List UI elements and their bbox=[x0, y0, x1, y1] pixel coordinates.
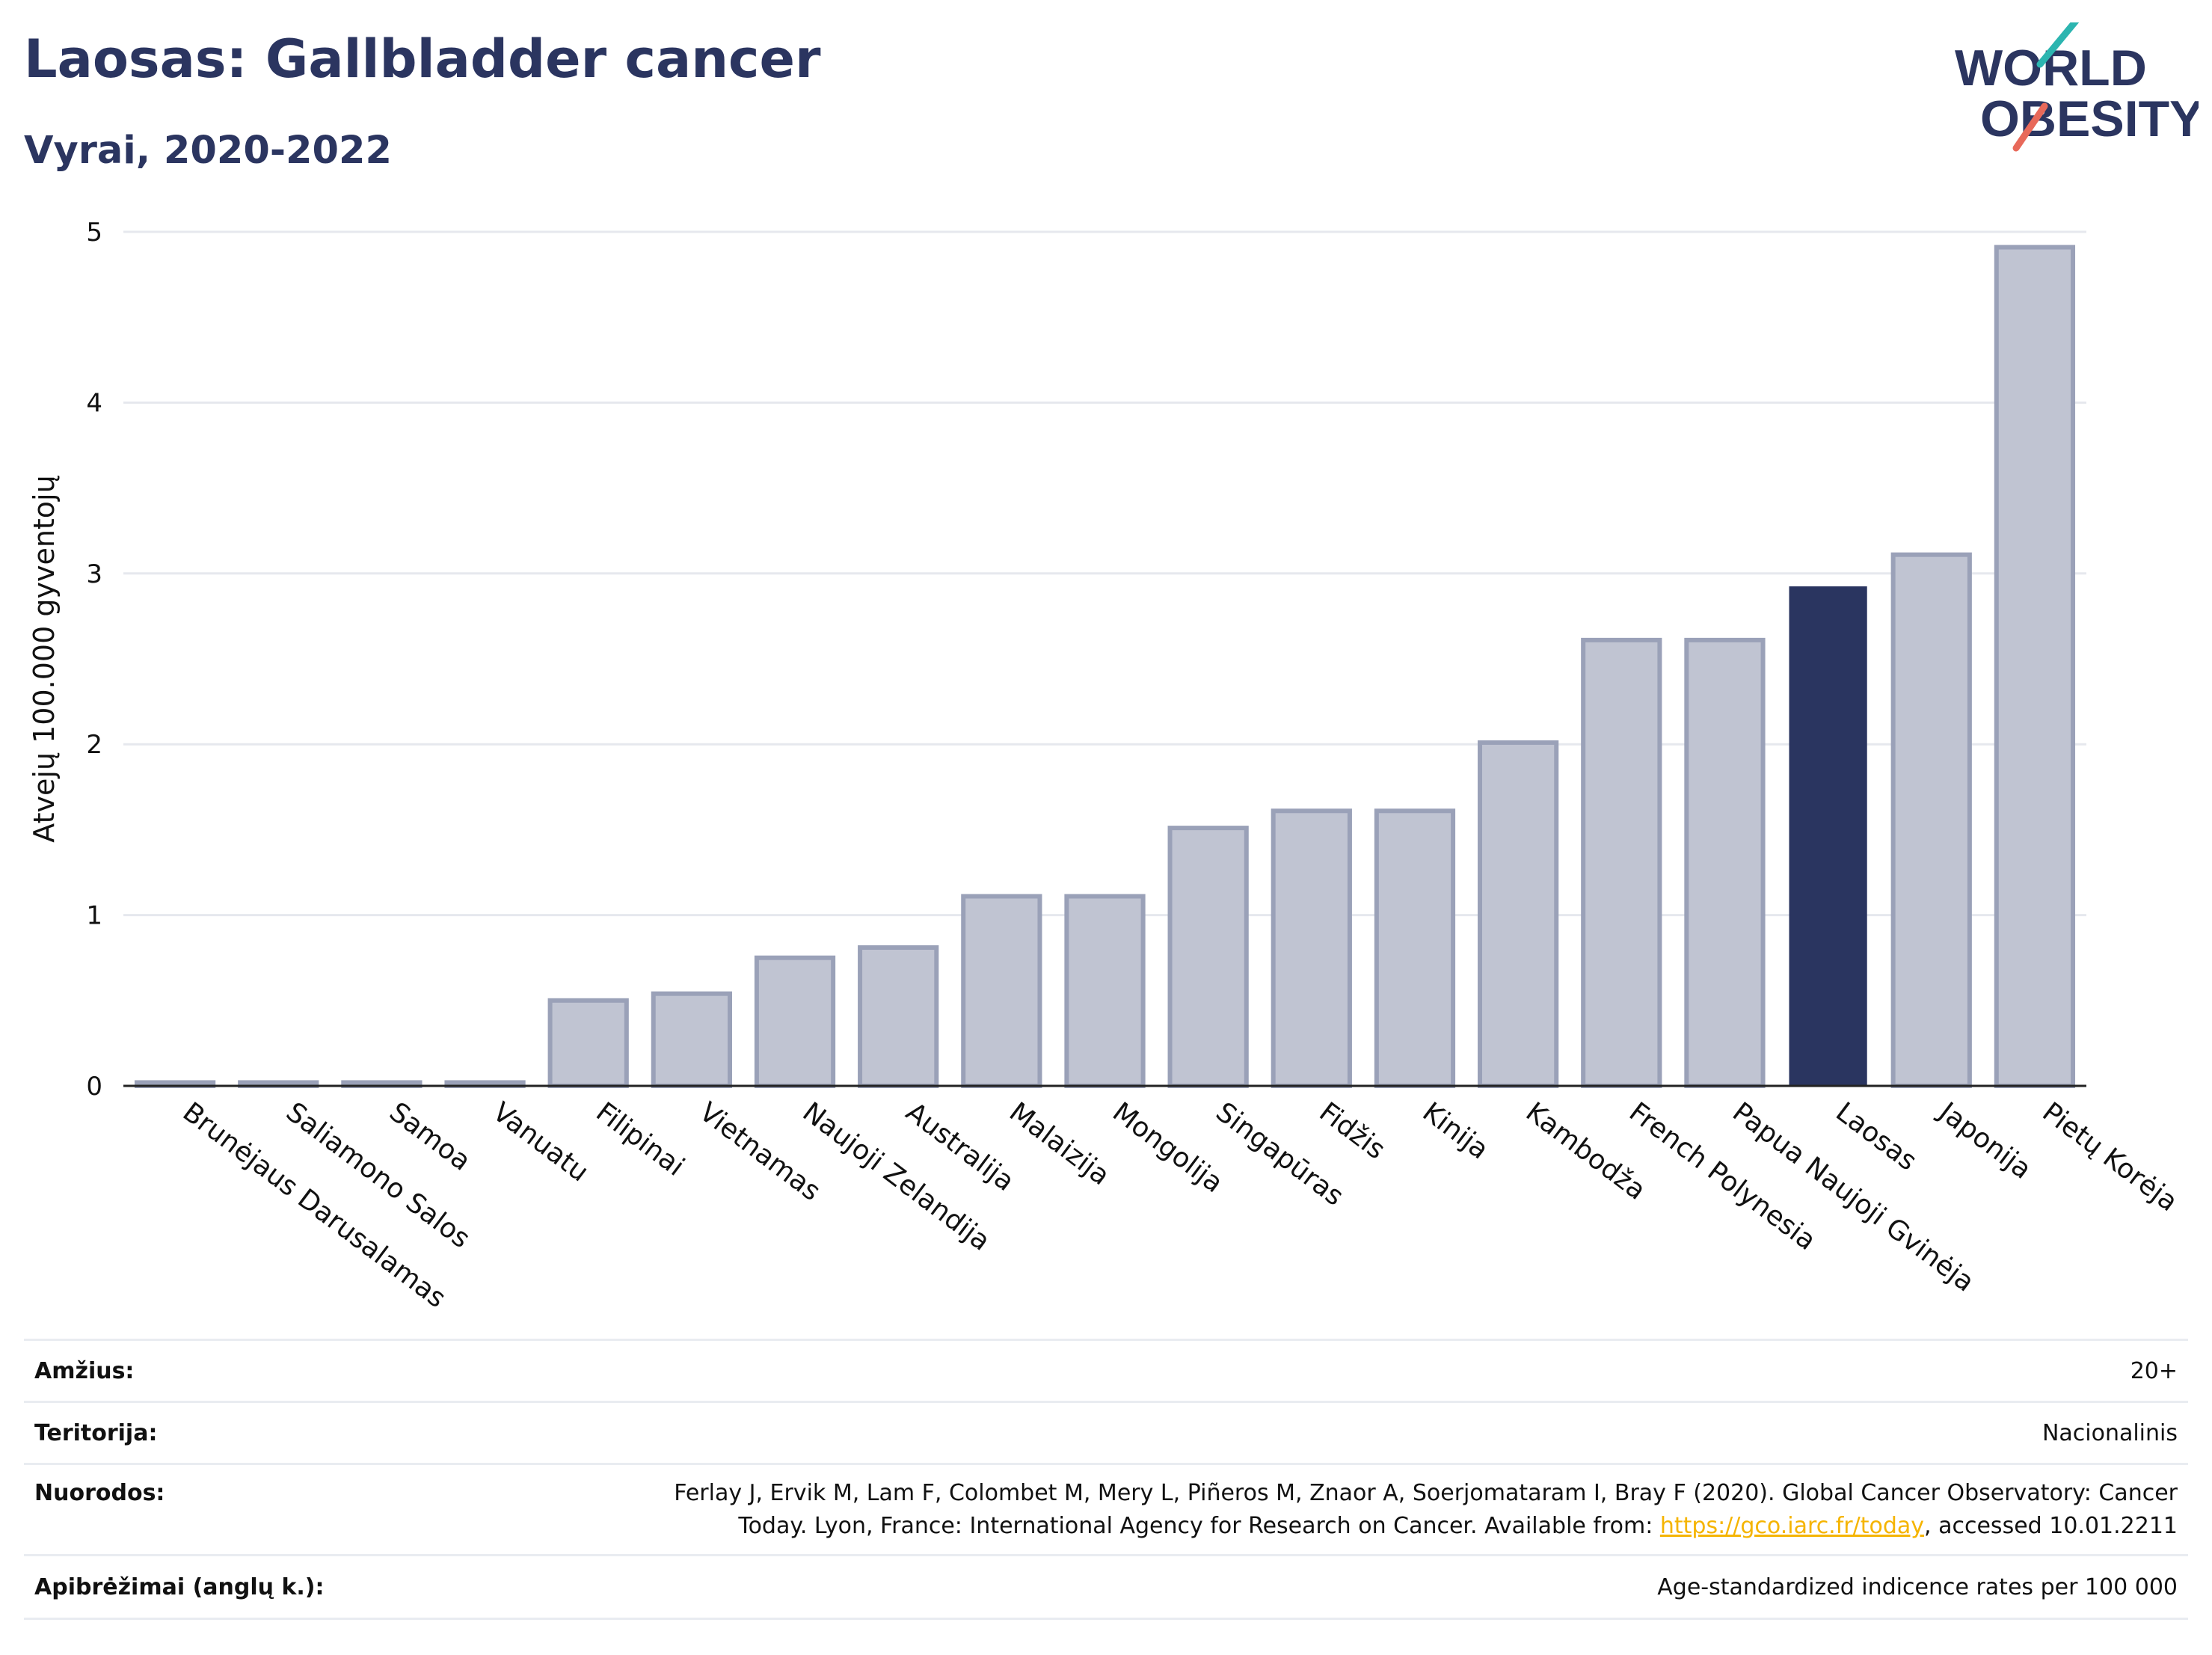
references-line2-pre: Today. Lyon, France: International Agenc… bbox=[738, 1513, 1660, 1539]
x-tick-label: Malaizija bbox=[1004, 1096, 1115, 1191]
age-value: 20+ bbox=[2130, 1357, 2178, 1384]
y-tick-label: 1 bbox=[86, 901, 102, 931]
references-value: Ferlay J, Ervik M, Lam F, Colombet M, Me… bbox=[674, 1477, 2188, 1543]
info-table: Amžius: 20+ Teritorija: Nacionalinis Nuo… bbox=[24, 1339, 2188, 1620]
references-line1: Ferlay J, Ervik M, Lam F, Colombet M, Me… bbox=[674, 1480, 2178, 1506]
bar bbox=[1994, 245, 2076, 1088]
x-tick-label: Filipinai bbox=[590, 1096, 689, 1182]
bar bbox=[1271, 808, 1352, 1088]
info-row-references: Nuorodos: Ferlay J, Ervik M, Lam F, Colo… bbox=[24, 1463, 2188, 1554]
y-tick-label: 5 bbox=[86, 218, 102, 248]
territory-value: Nacionalinis bbox=[2042, 1419, 2178, 1446]
x-tick-label: Mongolija bbox=[1107, 1096, 1229, 1199]
bar bbox=[1064, 894, 1146, 1088]
bar bbox=[1581, 637, 1662, 1088]
chart-subtitle: Vyrai, 2020-2022 bbox=[24, 129, 392, 173]
world-obesity-logo: WORLD OBESITY bbox=[1955, 22, 2199, 152]
age-label: Amžius: bbox=[34, 1357, 135, 1384]
bar bbox=[651, 991, 732, 1088]
references-link[interactable]: https://gco.iarc.fr/today bbox=[1659, 1513, 1925, 1539]
info-row-age: Amžius: 20+ bbox=[24, 1339, 2188, 1401]
x-tick-label: Japonija bbox=[1932, 1096, 2037, 1185]
bar bbox=[1478, 740, 1559, 1089]
logo-slash-coral bbox=[2012, 102, 2048, 152]
x-tick-label: Fidžis bbox=[1313, 1096, 1390, 1165]
bar bbox=[547, 998, 629, 1089]
y-tick-label: 2 bbox=[86, 730, 102, 760]
bar bbox=[961, 894, 1042, 1088]
bar bbox=[1890, 552, 1972, 1088]
x-tick-label: Samoa bbox=[384, 1096, 476, 1176]
bar bbox=[858, 945, 939, 1088]
y-tick-label: 3 bbox=[86, 559, 102, 589]
y-tick-label: 0 bbox=[86, 1072, 102, 1102]
y-axis-title: Atvejų 100.000 gyventojų bbox=[28, 475, 61, 842]
bar bbox=[754, 955, 836, 1088]
bar bbox=[1684, 637, 1766, 1088]
info-row-definitions: Apibrėžimai (anglų k.): Age-standardized… bbox=[24, 1554, 2188, 1620]
x-tick-label: Naujoji Zelandija bbox=[797, 1096, 996, 1256]
bar bbox=[1789, 586, 1867, 1087]
x-tick-label: Vanuatu bbox=[487, 1096, 594, 1188]
territory-label: Teritorija: bbox=[34, 1419, 158, 1446]
x-tick-label: Laosas bbox=[1830, 1096, 1922, 1176]
references-line2: Today. Lyon, France: International Agenc… bbox=[674, 1510, 2178, 1543]
info-row-territory: Teritorija: Nacionalinis bbox=[24, 1401, 2188, 1463]
definitions-label: Apibrėžimai (anglų k.): bbox=[34, 1573, 325, 1600]
bar bbox=[1374, 808, 1456, 1088]
chart-title: Laosas: Gallbladder cancer bbox=[24, 28, 821, 90]
references-label: Nuorodos: bbox=[34, 1480, 165, 1506]
bar bbox=[1167, 826, 1249, 1088]
x-tick-label: Pietų Korėja bbox=[2037, 1096, 2184, 1218]
y-tick-label: 4 bbox=[86, 388, 102, 418]
references-line2-post: , accessed 10.01.2211 bbox=[1924, 1513, 2178, 1539]
logo-slash-teal bbox=[2036, 22, 2080, 68]
logo-line2: OBESITY bbox=[1980, 90, 2199, 147]
x-tick-label: French Polynesia bbox=[1623, 1096, 1822, 1256]
x-tick-label: Saliamono Salos bbox=[280, 1096, 476, 1254]
definitions-value: Age-standardized indicence rates per 100… bbox=[1657, 1573, 2178, 1600]
x-tick-label: Kinija bbox=[1417, 1096, 1494, 1165]
